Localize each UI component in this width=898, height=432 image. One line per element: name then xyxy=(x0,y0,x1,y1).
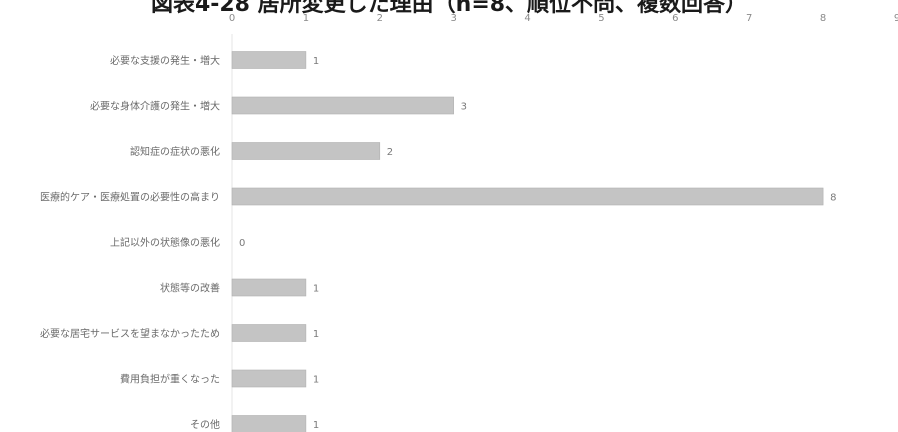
x-tick-label: 0 xyxy=(229,13,235,24)
bar xyxy=(231,415,307,432)
data-label: 0 xyxy=(239,238,245,249)
data-label: 1 xyxy=(313,329,319,340)
x-tick-label: 1 xyxy=(303,13,309,24)
bar xyxy=(231,324,307,342)
category-label: 医療的ケア・医療処置の必要性の高まり xyxy=(40,191,220,204)
category-label: 必要な身体介護の発生・増大 xyxy=(90,100,220,113)
x-tick-label: 5 xyxy=(598,13,604,24)
data-label: 8 xyxy=(830,193,836,204)
bar xyxy=(231,51,307,69)
x-tick-label: 3 xyxy=(450,13,456,24)
x-tick-label: 7 xyxy=(746,13,752,24)
x-tick-label: 2 xyxy=(377,13,383,24)
category-label: 認知症の症状の悪化 xyxy=(130,145,220,158)
category-label: 上記以外の状態像の悪化 xyxy=(110,236,220,249)
bar xyxy=(231,96,454,115)
category-label: 必要な支援の発生・増大 xyxy=(110,54,220,67)
x-tick-label: 8 xyxy=(820,13,826,24)
category-label: 状態等の改善 xyxy=(160,282,220,295)
bar xyxy=(231,369,307,388)
bar xyxy=(231,278,307,297)
data-label: 3 xyxy=(461,102,467,113)
x-tick-label: 6 xyxy=(672,13,678,24)
data-label: 1 xyxy=(313,284,319,295)
bar xyxy=(231,187,824,206)
x-tick-label: 4 xyxy=(524,13,530,24)
data-label: 1 xyxy=(313,375,319,386)
x-tick-label: 9 xyxy=(894,13,898,24)
category-label: 必要な居宅サービスを望まなかったため xyxy=(40,327,220,340)
category-label: 費用負担が重くなった xyxy=(120,373,220,386)
data-label: 2 xyxy=(387,147,393,158)
bar xyxy=(231,142,381,160)
data-label: 1 xyxy=(313,56,319,67)
data-label: 1 xyxy=(313,420,319,431)
category-label: その他 xyxy=(190,418,220,431)
chart-title: 図表4-28 居所変更した理由（n=8、順位不問、複数回答） xyxy=(150,0,748,17)
